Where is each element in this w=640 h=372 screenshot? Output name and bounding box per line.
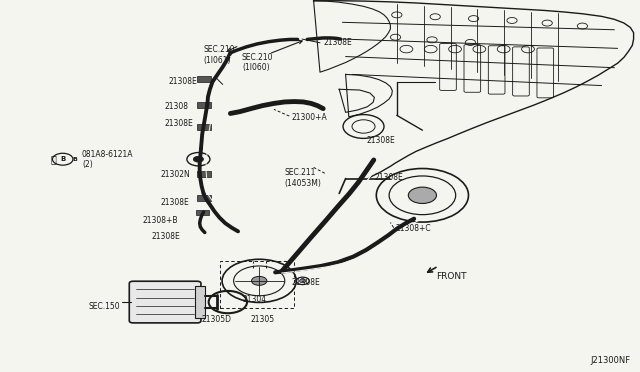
Circle shape (252, 276, 267, 285)
Text: B: B (60, 156, 65, 162)
Text: SEC.211
(14053M): SEC.211 (14053M) (285, 168, 322, 187)
Text: 21300+A: 21300+A (291, 113, 327, 122)
Text: 21308E: 21308E (152, 232, 180, 241)
FancyBboxPatch shape (129, 281, 201, 323)
Text: SEC.150: SEC.150 (89, 302, 120, 311)
Text: 21308+C: 21308+C (396, 224, 431, 233)
Text: 21304: 21304 (243, 295, 267, 304)
Text: J21300NF: J21300NF (590, 356, 630, 365)
Bar (197, 102, 211, 108)
Bar (197, 76, 211, 82)
Bar (195, 286, 205, 318)
Text: Ⓑ: Ⓑ (50, 154, 56, 164)
Bar (196, 210, 209, 215)
Text: 21308E: 21308E (323, 38, 352, 47)
Text: 21308: 21308 (165, 102, 189, 110)
Bar (197, 195, 211, 201)
Circle shape (300, 279, 306, 283)
Text: FRONT: FRONT (436, 272, 467, 280)
Text: SEC.210
(1l061): SEC.210 (1l061) (204, 45, 235, 65)
Text: 081A8-6121A
(2): 081A8-6121A (2) (82, 150, 133, 169)
Text: SEC.210
(1l060): SEC.210 (1l060) (242, 53, 273, 72)
Circle shape (193, 156, 204, 162)
Text: 21308E: 21308E (291, 278, 320, 287)
Text: 21305: 21305 (250, 315, 275, 324)
Text: 21308+B: 21308+B (143, 216, 178, 225)
Text: 21308E: 21308E (366, 136, 395, 145)
Text: 21308E: 21308E (374, 173, 403, 182)
Circle shape (408, 187, 436, 203)
Text: 21308E: 21308E (164, 119, 193, 128)
Text: 21305D: 21305D (202, 315, 231, 324)
Text: 21308E: 21308E (160, 198, 189, 207)
Bar (197, 171, 211, 177)
Text: 21302N: 21302N (161, 170, 191, 179)
Text: 21308E: 21308E (168, 77, 197, 86)
Text: B: B (72, 157, 77, 162)
Bar (197, 124, 211, 130)
